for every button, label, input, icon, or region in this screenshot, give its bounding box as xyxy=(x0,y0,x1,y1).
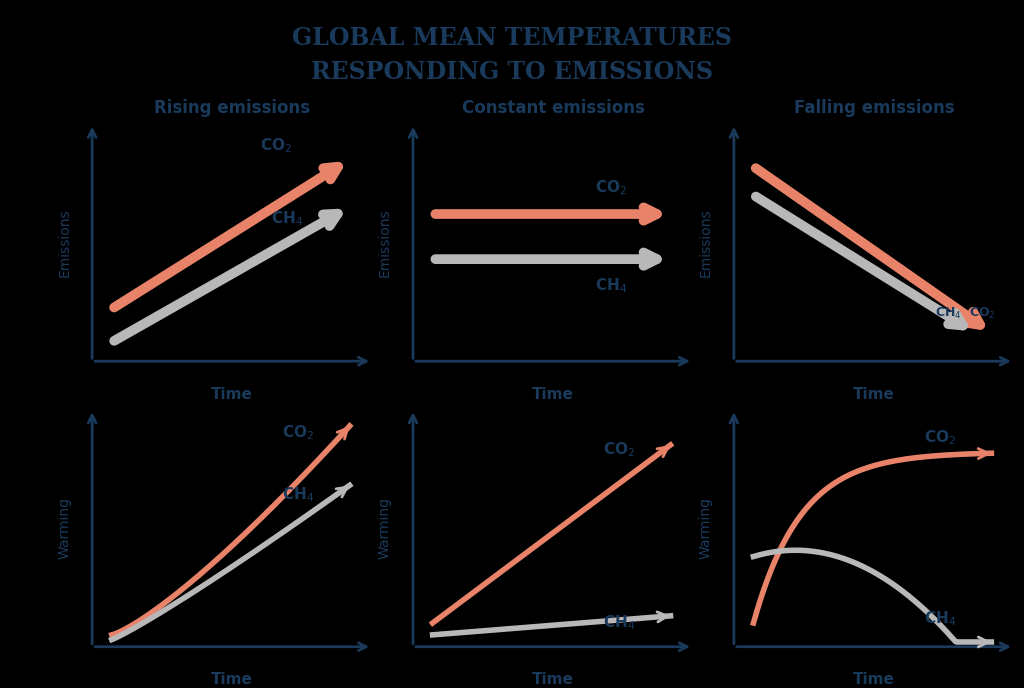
Text: GLOBAL MEAN TEMPERATURES: GLOBAL MEAN TEMPERATURES xyxy=(292,26,732,50)
Text: CH$_4$: CH$_4$ xyxy=(925,609,956,627)
Text: CO$_2$: CO$_2$ xyxy=(969,306,995,321)
Text: RESPONDING TO EMISSIONS: RESPONDING TO EMISSIONS xyxy=(311,61,713,84)
Title: Rising emissions: Rising emissions xyxy=(154,99,310,117)
Text: CH$_4$: CH$_4$ xyxy=(935,306,963,321)
Text: Time: Time xyxy=(532,387,573,402)
Text: Time: Time xyxy=(211,387,253,402)
Text: CH$_4$: CH$_4$ xyxy=(283,486,314,504)
Text: CH$_4$: CH$_4$ xyxy=(603,614,636,632)
Text: Warming: Warming xyxy=(698,497,713,559)
Text: CH$_4$: CH$_4$ xyxy=(271,209,303,228)
Title: Constant emissions: Constant emissions xyxy=(462,99,644,117)
Text: CO$_2$: CO$_2$ xyxy=(283,424,314,442)
Text: CH$_4$: CH$_4$ xyxy=(595,276,627,294)
Text: Time: Time xyxy=(853,387,895,402)
Text: Emissions: Emissions xyxy=(57,208,72,277)
Title: Falling emissions: Falling emissions xyxy=(794,99,954,117)
Text: Time: Time xyxy=(211,672,253,687)
Text: CO$_2$: CO$_2$ xyxy=(925,429,956,447)
Text: Time: Time xyxy=(532,672,573,687)
Text: Emissions: Emissions xyxy=(378,208,392,277)
Text: CO$_2$: CO$_2$ xyxy=(603,440,635,459)
Text: Time: Time xyxy=(853,672,895,687)
Text: Emissions: Emissions xyxy=(698,208,713,277)
Text: CO$_2$: CO$_2$ xyxy=(260,136,292,155)
Text: CO$_2$: CO$_2$ xyxy=(595,179,627,197)
Text: Warming: Warming xyxy=(378,497,392,559)
Text: Warming: Warming xyxy=(57,497,72,559)
